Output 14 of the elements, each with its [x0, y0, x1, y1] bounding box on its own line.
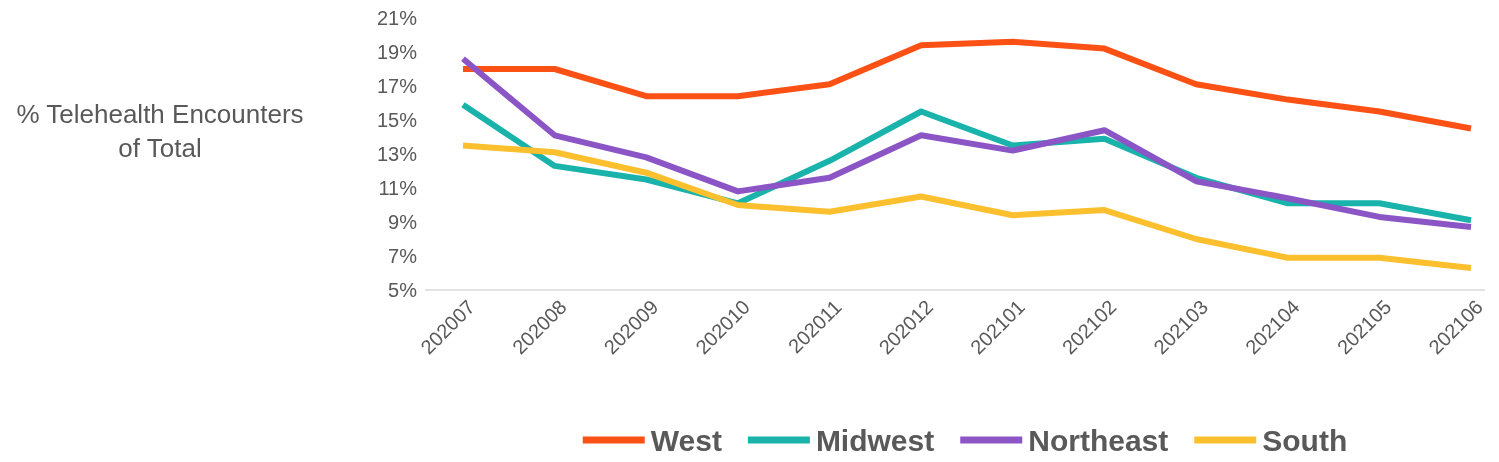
y-tick-label: 5%: [388, 278, 418, 301]
y-tick-label: 11%: [378, 176, 418, 199]
y-tick-label: 13%: [376, 142, 418, 165]
y-tick-label: 9%: [388, 210, 418, 233]
legend-label: Northeast: [1028, 423, 1169, 457]
legend-label: Midwest: [815, 423, 935, 457]
y-tick-label: 21%: [376, 6, 418, 29]
legend-label: South: [1262, 423, 1348, 457]
y-tick-label: 19%: [376, 40, 418, 63]
y-tick-label: 17%: [376, 74, 418, 97]
y-axis-title: % Telehealth Encounters of Total: [16, 99, 304, 163]
y-tick-label: 7%: [388, 244, 418, 267]
legend-label: West: [650, 423, 722, 457]
y-tick-label: 15%: [376, 108, 418, 131]
